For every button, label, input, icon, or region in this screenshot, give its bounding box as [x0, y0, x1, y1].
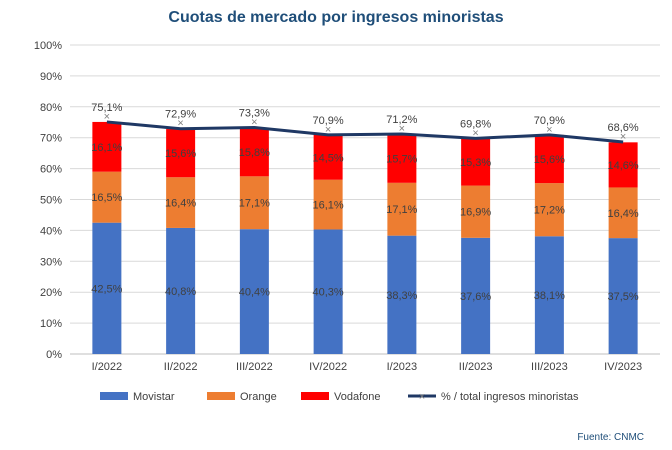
legend-swatch: [207, 392, 235, 400]
data-label: 16,9%: [460, 207, 491, 219]
data-label: 42,5%: [91, 283, 122, 295]
line-data-label: 72,9%: [165, 109, 196, 121]
data-label: 37,6%: [460, 291, 491, 303]
y-tick-label: 30%: [40, 256, 62, 268]
x-tick-label: III/2023: [531, 361, 568, 373]
line-marker: ×: [177, 118, 183, 130]
line-series: [106, 120, 624, 144]
y-tick-label: 60%: [40, 164, 62, 176]
bar-vodafone: [461, 138, 491, 186]
bar-vodafone: [92, 121, 122, 172]
data-label: 38,3%: [386, 290, 417, 302]
legend-swatch: [301, 392, 329, 400]
bar-orange: [92, 171, 122, 223]
legend-swatch: [100, 392, 128, 400]
x-tick-label: IV/2022: [309, 361, 347, 373]
data-label: 16,4%: [608, 208, 639, 220]
y-tick-label: 90%: [40, 71, 62, 83]
bar-orange: [166, 177, 196, 228]
bar-vodafone: [239, 127, 269, 177]
data-label: 17,1%: [386, 204, 417, 216]
data-label: 37,5%: [608, 291, 639, 303]
y-tick-label: 70%: [40, 133, 62, 145]
data-label: 15,6%: [534, 154, 565, 166]
bar-movistar: [313, 229, 343, 354]
data-label: 14,6%: [608, 160, 639, 172]
bar-movistar: [534, 236, 564, 354]
line-marker: ×: [472, 127, 478, 139]
y-tick-label: 40%: [40, 225, 62, 237]
legend-label: % / total ingresos minoristas: [441, 391, 579, 403]
y-tick-label: 80%: [40, 102, 62, 114]
bar-vodafone: [313, 134, 343, 180]
chart-title: Cuotas de mercado por ingresos minorista…: [168, 9, 504, 26]
bar-movistar: [461, 237, 491, 354]
y-tick-label: 100%: [34, 40, 62, 52]
bar-vodafone: [608, 142, 638, 188]
y-tick-label: 20%: [40, 287, 62, 299]
bar-orange: [387, 182, 417, 236]
data-label: 16,1%: [91, 142, 122, 154]
bar-vodafone: [166, 129, 196, 178]
bar-movistar: [387, 235, 417, 354]
line-data-label: 75,1%: [91, 102, 122, 114]
bar-orange: [461, 185, 491, 238]
y-tick-label: 0%: [46, 349, 62, 361]
data-label: 15,8%: [239, 147, 270, 159]
bar-movistar: [92, 222, 122, 354]
data-label: 16,1%: [313, 200, 344, 212]
data-label: 17,1%: [239, 198, 270, 210]
line-marker: ×: [546, 124, 552, 136]
bar-vodafone: [387, 134, 417, 183]
line-data-label: 70,9%: [534, 115, 565, 127]
bar-orange: [534, 183, 564, 237]
x-tick-label: I/2023: [387, 361, 418, 373]
legend-label: Vodafone: [334, 391, 381, 403]
bar-movistar: [608, 238, 638, 354]
data-label: 40,3%: [313, 287, 344, 299]
line-marker: ×: [251, 117, 257, 129]
line-data-label: 70,9%: [313, 115, 344, 127]
line-data-label: 69,8%: [460, 118, 491, 130]
bar-vodafone: [534, 134, 564, 184]
bar-orange: [608, 187, 638, 239]
line-marker: ×: [104, 111, 110, 123]
x-tick-label: IV/2023: [604, 361, 642, 373]
data-label: 38,1%: [534, 290, 565, 302]
data-label: 15,3%: [460, 157, 491, 169]
y-tick-label: 10%: [40, 318, 62, 330]
y-tick-label: 50%: [40, 195, 62, 207]
line-marker: ×: [399, 123, 405, 135]
line-marker: ×: [325, 124, 331, 136]
x-tick-label: II/2022: [164, 361, 198, 373]
x-tick-label: III/2022: [236, 361, 273, 373]
x-tick-label: I/2022: [92, 361, 123, 373]
data-label: 40,8%: [165, 286, 196, 298]
line-data-label: 73,3%: [239, 108, 270, 120]
data-label: 16,4%: [165, 198, 196, 210]
legend-label: Orange: [240, 391, 277, 403]
line-data-label: 71,2%: [386, 114, 417, 126]
data-label: 15,6%: [165, 148, 196, 160]
data-label: 15,7%: [386, 154, 417, 166]
bar-movistar: [166, 227, 196, 354]
line-marker: ×: [620, 131, 626, 143]
data-label: 17,2%: [534, 205, 565, 217]
data-label: 16,5%: [91, 192, 122, 204]
bar-orange: [239, 176, 269, 230]
legend-label: Movistar: [133, 391, 175, 403]
bar-orange: [313, 179, 343, 230]
data-label: 14,5%: [313, 152, 344, 164]
data-label: 40,4%: [239, 287, 270, 299]
source-note: Fuente: CNMC: [577, 432, 644, 443]
bar-movistar: [239, 229, 269, 354]
x-tick-label: II/2023: [459, 361, 493, 373]
line-data-label: 68,6%: [608, 122, 639, 134]
legend-marker: ×: [419, 391, 425, 403]
